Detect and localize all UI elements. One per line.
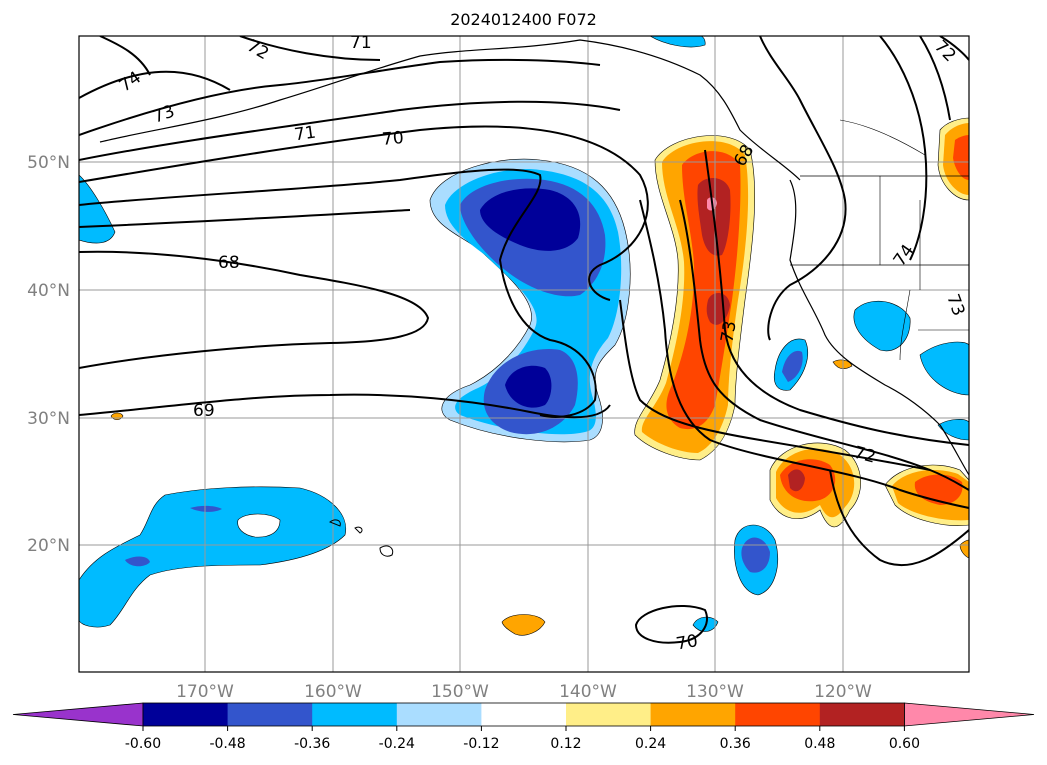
lon-labels: 170°W 160°W 150°W 140°W 130°W 120°W xyxy=(176,682,872,702)
colorbar-tick-label: -0.60 xyxy=(125,736,161,752)
contour-label: 71 xyxy=(293,122,317,145)
neg-anomaly-center xyxy=(480,188,581,251)
neg-anomaly-core xyxy=(741,537,770,573)
colorbar-tick-label: 0.60 xyxy=(889,736,920,752)
colorbar-segment xyxy=(143,703,229,726)
pos-anomaly-peak xyxy=(788,469,805,492)
lat-label: 50°N xyxy=(27,153,70,173)
neg-anomaly-outer xyxy=(919,341,969,396)
neg-anomaly-core xyxy=(125,556,150,567)
graticule xyxy=(79,36,969,672)
colorbar-frame xyxy=(142,702,905,727)
colorbar-segment xyxy=(566,703,652,726)
neg-anomaly-outer xyxy=(937,419,969,441)
lon-label: 170°W xyxy=(176,682,234,702)
colorbar-extend-max xyxy=(904,702,1035,727)
colorbar-tick-label: -0.12 xyxy=(463,736,499,752)
colorbar-segment xyxy=(396,703,482,726)
pos-anomaly-high xyxy=(953,135,969,180)
colorbar-tick-label: -0.24 xyxy=(379,736,415,752)
colorbar-tick-label: -0.48 xyxy=(209,736,245,752)
colorbar-segment xyxy=(735,703,821,726)
colorbar-tick-label: -0.36 xyxy=(294,736,330,752)
neg-anomaly-center xyxy=(505,365,552,408)
colorbar-segment xyxy=(819,703,905,726)
contour-label: 71 xyxy=(350,33,372,53)
lon-label: 130°W xyxy=(686,682,744,702)
map-title: 2024012400 F072 xyxy=(450,10,597,29)
colorbar-tick-label: 0.24 xyxy=(635,736,666,752)
colorbar-segment xyxy=(312,703,398,726)
lat-label: 30°N xyxy=(27,409,70,429)
lat-labels: 50°N 40°N 30°N 20°N xyxy=(27,153,70,556)
neg-anomaly-core xyxy=(190,505,222,512)
height-contours xyxy=(79,36,969,644)
contour-label: 70 xyxy=(675,631,700,654)
lat-label: 40°N xyxy=(27,281,70,301)
lon-label: 120°W xyxy=(814,682,872,702)
colorbar-extend-min xyxy=(12,702,144,727)
colorbar-segment xyxy=(650,703,736,726)
neg-anomaly-hole xyxy=(237,513,281,538)
contour-label: 70 xyxy=(381,128,404,150)
colorbar: -0.60 -0.48 -0.36 -0.24 -0.12 0.12 0.24 0.36 0.4… xyxy=(12,702,1035,752)
colorbar-segment xyxy=(481,703,567,726)
map-frame xyxy=(78,35,970,673)
contour-label: 68 xyxy=(218,253,240,273)
lon-label: 150°W xyxy=(431,682,489,702)
colorbar-segment xyxy=(227,703,313,726)
contour-label: 73 xyxy=(717,319,740,344)
colorbar-tick-label: 0.36 xyxy=(720,736,751,752)
pos-anomaly-mid xyxy=(501,614,546,636)
neg-anomaly-outer xyxy=(853,300,911,352)
contour-label: 69 xyxy=(193,401,215,421)
lon-label: 160°W xyxy=(304,682,362,702)
colorbar-tick-label: 0.48 xyxy=(804,736,835,752)
colorbar-tick-label: 0.12 xyxy=(550,736,581,752)
lat-label: 20°N xyxy=(27,536,70,556)
lon-label: 140°W xyxy=(559,682,617,702)
neg-anomaly-core xyxy=(782,350,803,382)
